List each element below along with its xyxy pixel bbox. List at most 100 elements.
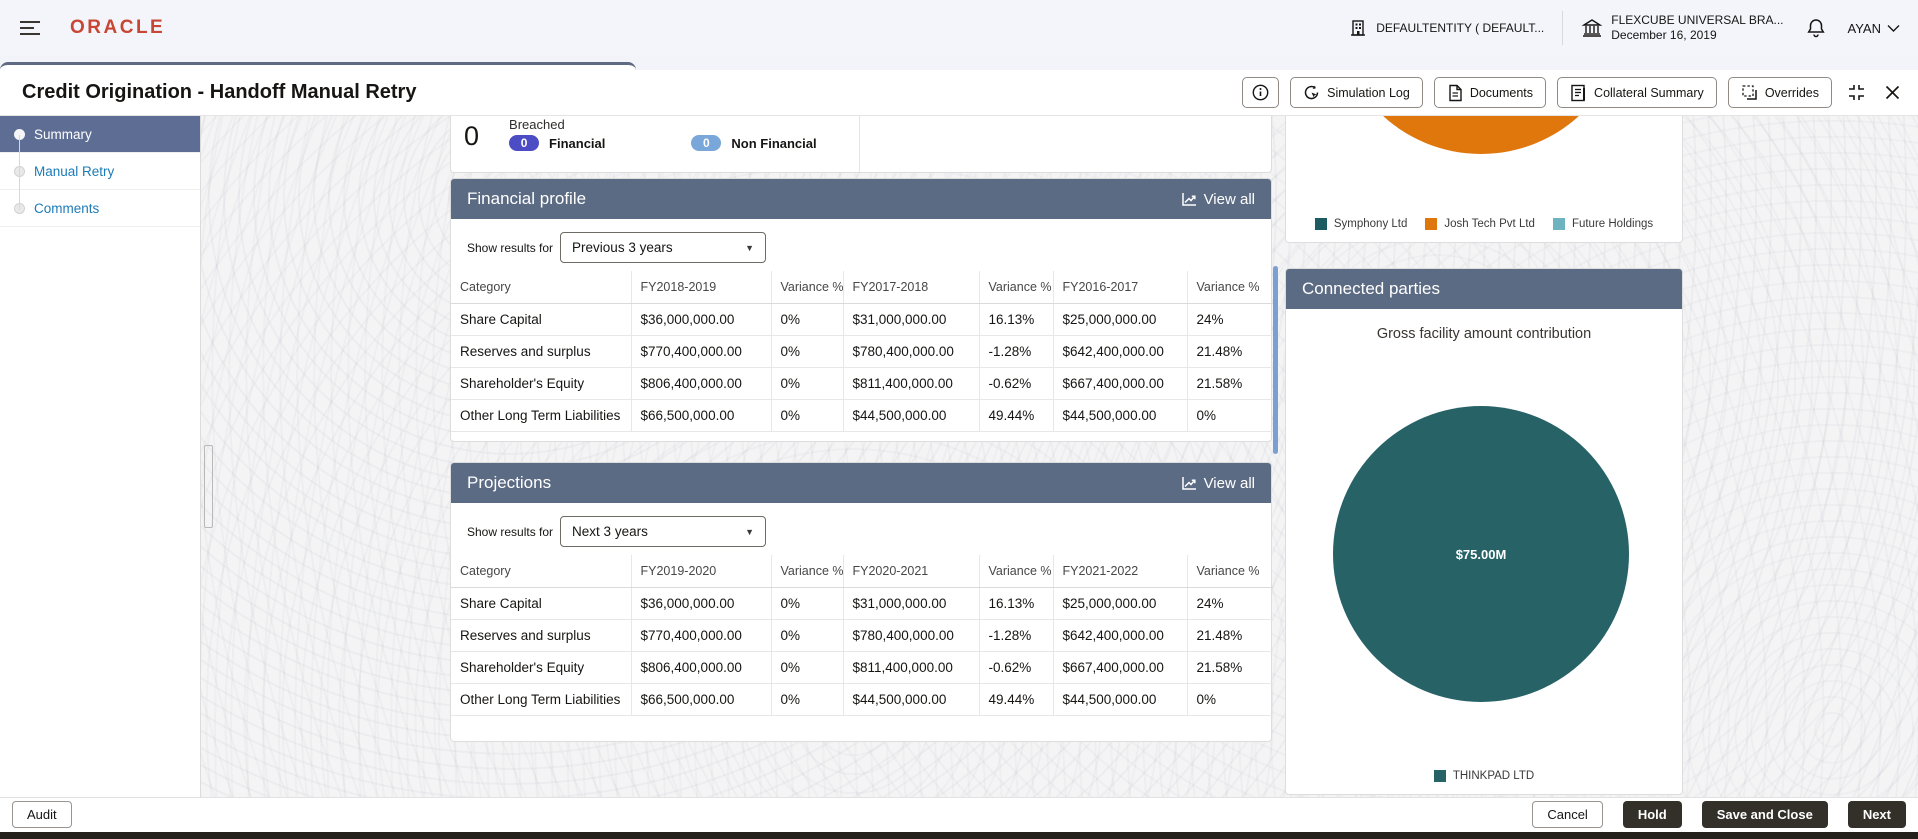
category-link[interactable]: Shareholder's Equity	[451, 367, 632, 400]
bank-icon	[1581, 19, 1603, 37]
sidebar-item-manual-retry[interactable]: Manual Retry	[0, 153, 200, 190]
legend-item-josh-tech-pvt-ltd[interactable]: Josh Tech Pvt Ltd	[1425, 218, 1535, 230]
table-cell: 0%	[771, 399, 844, 432]
table-cell: 24%	[1187, 587, 1273, 620]
projections-view-all-button[interactable]: View all	[1181, 475, 1255, 492]
entity-selector[interactable]: DEFAULTENTITY ( DEFAULT...	[1348, 18, 1544, 38]
table-cell: 21.58%	[1187, 651, 1273, 684]
covenant-badges: 0 Financial 0 Non Financial	[509, 135, 817, 151]
table-header-row: Category FY2018-2019 Variance % FY2017-2018…	[451, 271, 1273, 304]
legend-label: Josh Tech Pvt Ltd	[1444, 218, 1535, 230]
category-link[interactable]: Other Long Term Liabilities	[451, 683, 632, 716]
branch-label: FLEXCUBE UNIVERSAL BRA...	[1611, 13, 1784, 27]
sidebar-item-summary[interactable]: Summary	[0, 116, 200, 153]
user-menu[interactable]: AYAN	[1848, 21, 1900, 36]
simulation-log-label: Simulation Log	[1327, 85, 1410, 100]
projections-header: Projections View all	[451, 463, 1271, 503]
table-cell: 0%	[771, 651, 844, 684]
legend-swatch	[1433, 770, 1446, 782]
view-all-label: View all	[1203, 474, 1255, 492]
table-cell: $780,400,000.00	[843, 619, 980, 652]
overrides-button[interactable]: Overrides	[1727, 77, 1832, 108]
select-caret-icon: ▼	[745, 526, 755, 537]
table-cell: $811,400,000.00	[843, 367, 980, 400]
cancel-button[interactable]: Cancel	[1532, 801, 1603, 828]
application-topbar: ORACLE DEFAULTENTITY ( DEFAULT... FLEXCU…	[0, 0, 1918, 56]
legend-item-future-holdings[interactable]: Future Holdings	[1552, 218, 1654, 230]
financial-profile-title: Financial profile	[467, 189, 587, 208]
next-button[interactable]: Next	[1847, 801, 1906, 828]
table-cell: $44,500,000.00	[1053, 683, 1188, 716]
info-button[interactable]	[1242, 77, 1280, 108]
table-cell: $44,500,000.00	[843, 399, 980, 432]
legend-label: Future Holdings	[1571, 218, 1654, 230]
oracle-logo: ORACLE	[70, 17, 166, 38]
category-link[interactable]: Reserves and surplus	[451, 335, 632, 368]
connected-parties-pie[interactable]: $75.00M	[1333, 406, 1629, 702]
projections-table-body: Share Capital $36,000,000.00 0% $31,000,000…	[451, 587, 1273, 716]
category-link[interactable]: Share Capital	[451, 303, 632, 336]
table-cell: $811,400,000.00	[843, 651, 980, 684]
legend-swatch	[1425, 218, 1438, 230]
breached-label: Breached	[509, 117, 565, 132]
category-link[interactable]: Shareholder's Equity	[451, 651, 632, 684]
audit-button[interactable]: Audit	[12, 801, 72, 828]
category-link[interactable]: Reserves and surplus	[451, 619, 632, 652]
facility-chart-legend: Symphony Ltd Josh Tech Pvt Ltd Future Hold…	[1286, 218, 1682, 230]
table-cell: 21.58%	[1187, 367, 1273, 400]
financial-profile-period-select[interactable]: Previous 3 years ▼	[560, 232, 767, 263]
category-link[interactable]: Share Capital	[451, 587, 632, 620]
table-row: Share Capital $36,000,000.00 0% $31,000,000…	[451, 587, 1273, 620]
table-cell: 0%	[771, 619, 844, 652]
category-link[interactable]: Other Long Term Liabilities	[451, 399, 632, 432]
column-header: Category	[451, 271, 632, 304]
save-and-close-button[interactable]: Save and Close	[1701, 801, 1828, 828]
column-header: FY2018-2019	[631, 271, 772, 304]
vertical-scrollbar-thumb[interactable]	[204, 445, 213, 528]
documents-label: Documents	[1469, 85, 1534, 100]
collateral-summary-button[interactable]: Collateral Summary	[1557, 77, 1717, 108]
financial-profile-view-all-button[interactable]: View all	[1181, 191, 1255, 208]
table-cell: $25,000,000.00	[1053, 303, 1188, 336]
simulation-log-button[interactable]: Simulation Log	[1290, 77, 1423, 108]
breached-count: 0	[464, 121, 480, 151]
hamburger-menu-icon[interactable]	[18, 18, 42, 38]
sidebar-item-label: Comments	[34, 200, 100, 216]
covenant-badge-non-financial: 0 Non Financial	[691, 135, 817, 151]
covenant-card-divider	[859, 116, 860, 172]
table-cell: 49.44%	[979, 683, 1054, 716]
projections-period-select[interactable]: Next 3 years ▼	[560, 516, 767, 547]
topbar-divider	[1562, 11, 1564, 45]
table-cell: $806,400,000.00	[631, 367, 772, 400]
table-cell: 0%	[771, 587, 844, 620]
info-icon	[1252, 84, 1269, 101]
close-icon[interactable]	[1881, 85, 1904, 100]
financial-profile-panel: Financial profile View all Show results …	[450, 178, 1273, 442]
branch-selector[interactable]: FLEXCUBE UNIVERSAL BRA... December 16, 2…	[1581, 13, 1784, 43]
legend-item-thinkpad-ltd[interactable]: THINKPAD LTD	[1433, 770, 1534, 782]
os-taskbar-strip	[0, 832, 1918, 839]
table-cell: $66,500,000.00	[631, 683, 772, 716]
table-cell: $44,500,000.00	[1053, 399, 1188, 432]
branch-date: December 16, 2019	[1611, 28, 1717, 42]
table-cell: $770,400,000.00	[631, 619, 772, 652]
main-column-scrollbar-thumb[interactable]	[1273, 266, 1278, 454]
table-cell: 16.13%	[979, 303, 1054, 336]
select-caret-icon: ▼	[745, 242, 755, 253]
table-cell: $806,400,000.00	[631, 651, 772, 684]
documents-button[interactable]: Documents	[1433, 77, 1547, 108]
table-cell: 0%	[1187, 683, 1273, 716]
legend-item-symphony-ltd[interactable]: Symphony Ltd	[1314, 218, 1407, 230]
table-cell: $667,400,000.00	[1053, 651, 1188, 684]
hold-button[interactable]: Hold	[1622, 801, 1682, 828]
collapse-expand-icon[interactable]	[1843, 84, 1870, 101]
column-header: Variance %	[771, 271, 844, 304]
table-cell: 16.13%	[979, 587, 1054, 620]
sidebar-item-comments[interactable]: Comments	[0, 190, 200, 227]
notifications-bell-icon[interactable]	[1802, 17, 1830, 39]
table-cell: 24%	[1187, 303, 1273, 336]
covenants-card: 0 Breached 0 Financial 0 Non Financial	[450, 116, 1272, 173]
column-header: FY2019-2020	[631, 555, 772, 588]
table-cell: $780,400,000.00	[843, 335, 980, 368]
column-header: Variance %	[771, 555, 844, 588]
